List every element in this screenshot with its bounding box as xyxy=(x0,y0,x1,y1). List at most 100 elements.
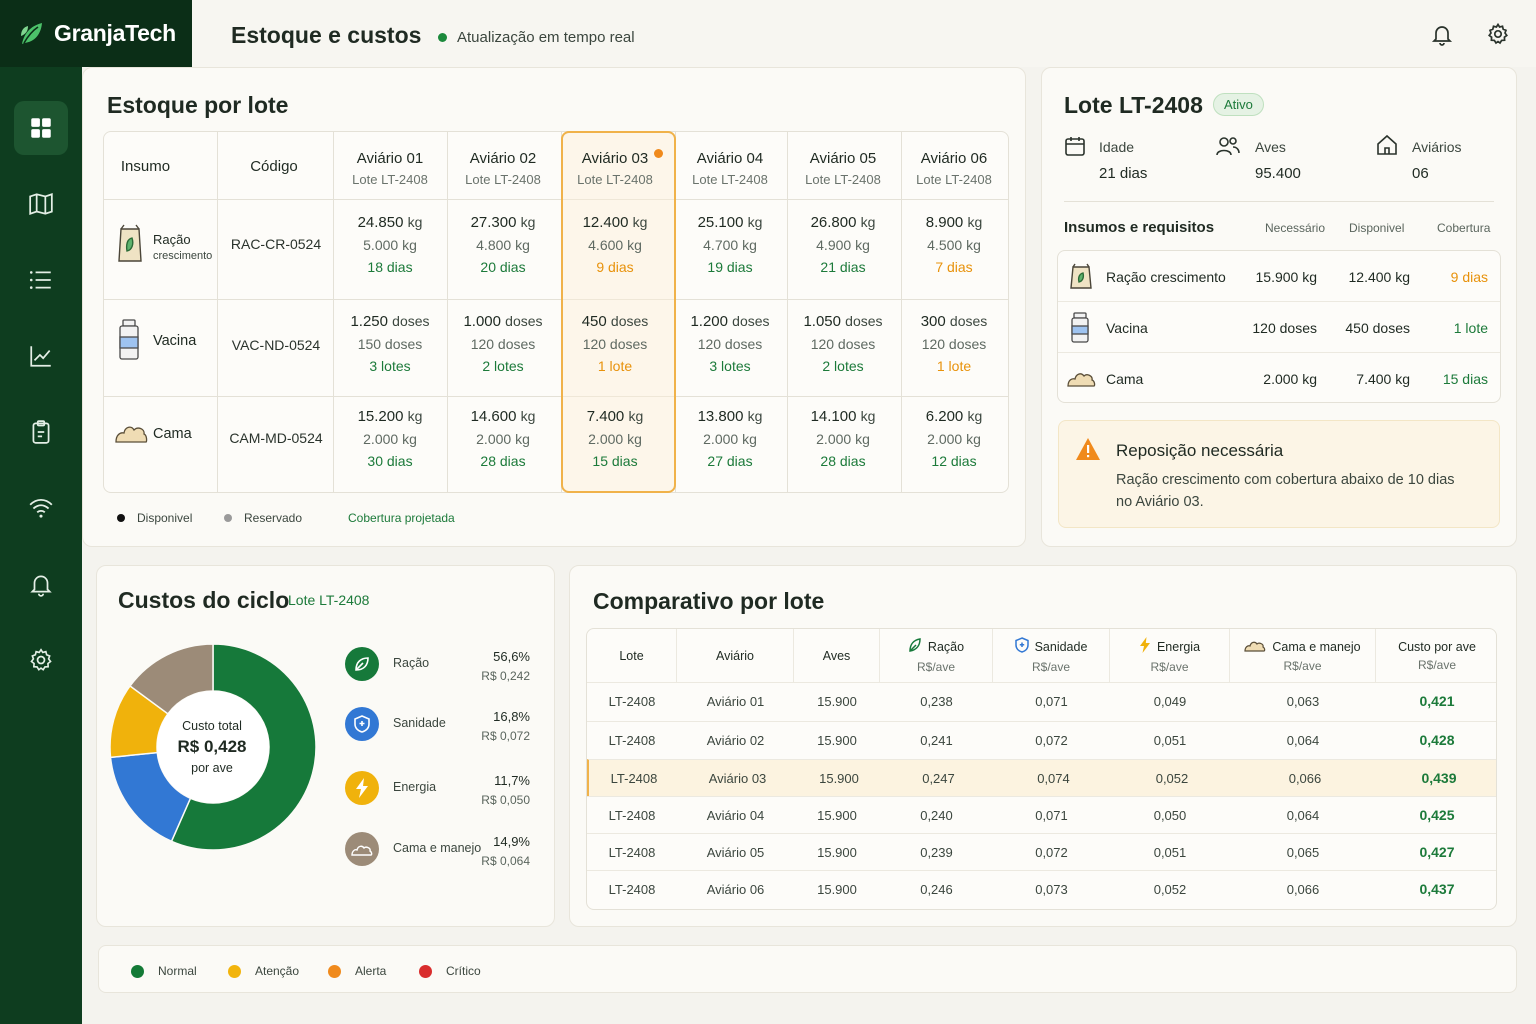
row-divider xyxy=(104,396,1008,397)
lote-title: Lote LT-2408 xyxy=(1064,92,1203,118)
cost-per-bird: 0,425 xyxy=(1419,807,1455,823)
sidebar-item-clipboard[interactable] xyxy=(14,405,68,459)
sidebar-item-map[interactable] xyxy=(14,177,68,231)
costs-lote: Lote LT-2408 xyxy=(288,592,370,608)
warning-triangle-icon xyxy=(1076,438,1100,460)
cost-label: Ração xyxy=(393,656,430,670)
vaccine-vial-icon xyxy=(118,319,140,366)
settings-gear-icon[interactable] xyxy=(1486,22,1510,46)
header-unit: R$/ave xyxy=(1417,657,1457,672)
aviarios-value: 06 xyxy=(1412,165,1429,182)
col-header-aviario[interactable]: Aviário 05 Lote LT-2408 xyxy=(788,150,898,187)
notification-bell-icon[interactable] xyxy=(1430,22,1454,46)
donut-center-sub: por ave xyxy=(191,761,233,775)
col-header-aviario[interactable]: Aviário 06 Lote LT-2408 xyxy=(899,150,1009,187)
aviario-lote: Lote LT-2408 xyxy=(352,172,428,187)
compare-cell: 0,072 xyxy=(1035,844,1068,860)
compare-cell: 0,065 xyxy=(1286,844,1320,860)
stock-cell[interactable]: 24.850 kg 5.000 kg 18 dias xyxy=(335,214,445,275)
stock-cell[interactable]: 1.050 doses 120 doses 2 lotes xyxy=(788,313,898,374)
compare-col-header[interactable]: Sanidade R$/ave xyxy=(993,629,1110,682)
stock-cell[interactable]: 14.100 kg 2.000 kg 28 dias xyxy=(788,408,898,469)
stock-cell[interactable]: 26.800 kg 4.900 kg 21 dias xyxy=(788,214,898,275)
brand[interactable]: GranjaTech xyxy=(0,0,192,67)
attention-dot xyxy=(654,149,663,158)
unit: doses xyxy=(505,313,543,329)
req-row[interactable]: Cama 2.000 kg 7.400 kg 15 dias xyxy=(1058,353,1500,404)
status-legend-item: Normal xyxy=(131,964,197,978)
stock-cell[interactable]: 300 doses 120 doses 1 lote xyxy=(899,313,1009,374)
coverage: 2 lotes xyxy=(822,358,864,374)
stock-cell[interactable]: 450 doses 120 doses 1 lote xyxy=(560,313,670,374)
col-header-aviario[interactable]: Aviário 01 Lote LT-2408 xyxy=(335,150,445,187)
sidebar-item-chart[interactable] xyxy=(14,329,68,383)
status-dot xyxy=(131,964,144,978)
stock-cell[interactable]: 12.400 kg 4.600 kg 9 dias xyxy=(560,214,670,275)
compare-col-header[interactable]: Lote xyxy=(587,629,677,682)
stock-cell[interactable]: 8.900 kg 4.500 kg 7 dias xyxy=(899,214,1009,275)
coverage: 3 lotes xyxy=(709,358,751,374)
aviario-lote: Lote LT-2408 xyxy=(465,172,541,187)
req-row[interactable]: Vacina 120 doses 450 doses 1 lote xyxy=(1058,302,1500,353)
cost-pct: 56,6% xyxy=(493,649,530,664)
stock-cell[interactable]: 27.300 kg 4.800 kg 20 dias xyxy=(448,214,558,275)
stock-cell[interactable]: 6.200 kg 2.000 kg 12 dias xyxy=(899,408,1009,469)
stock-cell[interactable]: 13.800 kg 2.000 kg 27 dias xyxy=(675,408,785,469)
stock-cell[interactable]: 25.100 kg 4.700 kg 19 dias xyxy=(675,214,785,275)
compare-row[interactable]: LT-2408 Aviário 02 15.900 0,241 0,072 0,051 0,… xyxy=(587,721,1496,758)
col-header-aviario[interactable]: Aviário 04 Lote LT-2408 xyxy=(675,150,785,187)
available-qty: 300 xyxy=(920,313,946,330)
compare-col-header[interactable]: Custo por ave R$/ave xyxy=(1376,629,1496,682)
compare-row[interactable]: LT-2408 Aviário 05 15.900 0,239 0,072 0,051 0,… xyxy=(587,833,1496,870)
compare-row[interactable]: LT-2408 Aviário 01 15.900 0,238 0,071 0,049 0,… xyxy=(587,682,1496,719)
leaf-icon xyxy=(908,637,922,656)
compare-col-header[interactable]: Energia R$/ave xyxy=(1110,629,1230,682)
stock-cell[interactable]: 7.400 kg 2.000 kg 15 dias xyxy=(560,408,670,469)
req-name: Cama xyxy=(1106,370,1144,387)
restock-alert[interactable]: Reposição necessária Ração crescimento c… xyxy=(1058,420,1500,528)
cost-item-cama[interactable]: Cama e manejo 14,9% R$ 0,064 xyxy=(345,832,535,882)
stock-cell[interactable]: 1.250 doses 150 doses 3 lotes xyxy=(335,313,445,374)
header-label: Energia xyxy=(1156,639,1201,654)
sidebar-item-list[interactable] xyxy=(14,253,68,307)
compare-col-header[interactable]: Ração R$/ave xyxy=(880,629,993,682)
cost-item-racao[interactable]: Ração 56,6% R$ 0,242 xyxy=(345,647,535,697)
req-row[interactable]: Ração crescimento 15.900 kg 12.400 kg 9 … xyxy=(1058,251,1500,302)
sidebar-item-bell[interactable] xyxy=(14,557,68,611)
compare-cell: Aviário 04 xyxy=(706,807,765,823)
compare-row[interactable]: LT-2408 Aviário 06 15.900 0,246 0,073 0,052 0,… xyxy=(587,870,1496,907)
compare-cell: LT-2408 xyxy=(610,770,658,786)
reserved-qty: 120 doses xyxy=(697,336,763,352)
feed-bag-icon xyxy=(1068,263,1094,294)
compare-row[interactable]: LT-2408 Aviário 03 15.900 0,247 0,074 0,052 0,… xyxy=(587,759,1496,796)
reserved-qty: 2.000 kg xyxy=(927,431,981,447)
reserved-qty: 2.000 kg xyxy=(588,431,642,447)
donut-hole xyxy=(157,691,269,803)
sidebar-item-gear[interactable] xyxy=(14,633,68,687)
sidebar-item-wifi[interactable] xyxy=(14,481,68,535)
compare-col-header[interactable]: Cama e manejo R$/ave xyxy=(1230,629,1376,682)
status-legend-item: Alerta xyxy=(328,964,386,978)
insumo-name: Vacina xyxy=(153,333,197,349)
sidebar xyxy=(0,0,82,1024)
compare-col-header[interactable]: Aves xyxy=(794,629,880,682)
stock-cell[interactable]: 1.200 doses 120 doses 3 lotes xyxy=(675,313,785,374)
stock-cell[interactable]: 1.000 doses 120 doses 2 lotes xyxy=(448,313,558,374)
donut-center-label: Custo total xyxy=(182,719,242,733)
status-label: Normal xyxy=(158,964,197,978)
req-title: Insumos e requisitos xyxy=(1064,219,1215,236)
status-label: Atenção xyxy=(255,964,300,978)
cost-item-energia[interactable]: Energia 11,7% R$ 0,050 xyxy=(345,771,535,821)
stock-table xyxy=(103,131,1009,493)
req-col-need: Necessário xyxy=(1265,221,1326,235)
compare-row[interactable]: LT-2408 Aviário 04 15.900 0,240 0,071 0,050 0,… xyxy=(587,796,1496,833)
col-header-aviario[interactable]: Aviário 02 Lote LT-2408 xyxy=(448,150,558,187)
sidebar-item-grid[interactable] xyxy=(14,101,68,155)
stock-cell[interactable]: 15.200 kg 2.000 kg 30 dias xyxy=(335,408,445,469)
available-qty: 25.100 xyxy=(697,214,744,231)
cost-item-sanidade[interactable]: Sanidade 16,8% R$ 0,072 xyxy=(345,707,535,757)
cost-per-bird: 0,428 xyxy=(1419,732,1455,748)
compare-col-header[interactable]: Aviário xyxy=(677,629,794,682)
col-header-aviario[interactable]: Aviário 03 Lote LT-2408 xyxy=(560,150,670,187)
stock-cell[interactable]: 14.600 kg 2.000 kg 28 dias xyxy=(448,408,558,469)
